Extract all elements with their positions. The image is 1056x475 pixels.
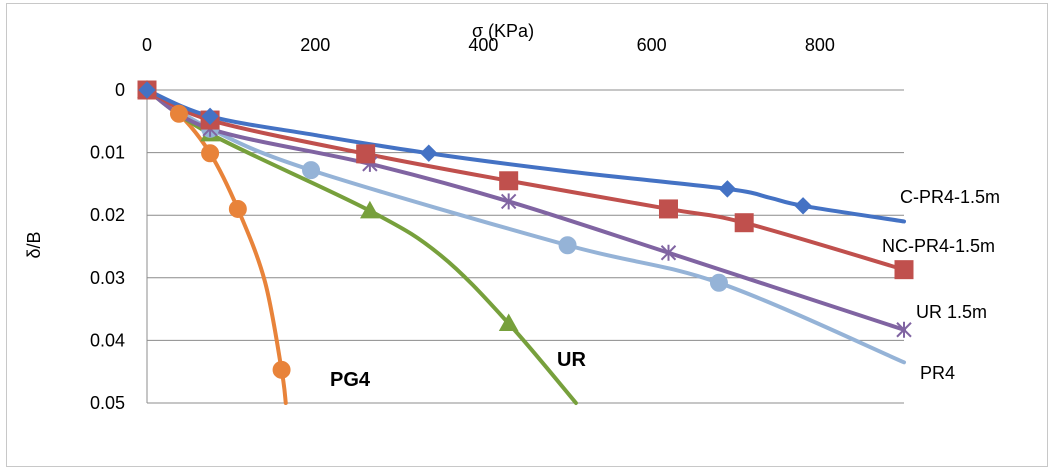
- y-tick-label: 0: [115, 80, 125, 100]
- data-point: [894, 260, 914, 280]
- data-point: [360, 200, 380, 219]
- axes: 0 0.01 0.02 0.03 0.04 0.05 0 200 400 600 800: [90, 35, 904, 413]
- data-point: [356, 144, 376, 164]
- data-point: [499, 171, 519, 191]
- data-point: [896, 321, 912, 338]
- series-label-ur: UR: [557, 349, 586, 371]
- data-point: [794, 197, 812, 215]
- series-label-c-pr4: C-PR4-1.5m: [900, 187, 1000, 207]
- y-tick-label: 0.05: [90, 393, 125, 413]
- series-lines: [145, 88, 906, 405]
- data-point: [709, 273, 728, 292]
- data-point: [660, 244, 677, 261]
- x-tick-label: 800: [805, 35, 835, 55]
- series-markers: [137, 79, 914, 379]
- data-point: [500, 193, 517, 210]
- data-point: [138, 81, 156, 99]
- data-point: [302, 161, 321, 180]
- data-point: [734, 213, 754, 233]
- data-point: [201, 107, 219, 125]
- series-label-nc-pr4: NC-PR4-1.5m: [882, 236, 995, 256]
- data-point: [420, 144, 438, 162]
- series-label-ur-1-5m: UR 1.5m: [916, 302, 987, 322]
- y-tick-label: 0.02: [90, 205, 125, 225]
- y-axis-title: δ/B: [24, 231, 44, 258]
- y-tick-label: 0.04: [90, 330, 125, 350]
- x-axis-title: σ (KPa): [472, 21, 534, 41]
- data-point: [658, 199, 678, 219]
- x-tick-label: 0: [142, 35, 152, 55]
- x-tick-label: 400: [468, 35, 498, 55]
- data-point: [498, 313, 519, 331]
- series-label-pr4: PR4: [920, 363, 955, 383]
- series-line-0: [145, 88, 906, 224]
- x-tick-label: 600: [637, 35, 667, 55]
- data-point: [272, 360, 291, 379]
- y-tick-label: 0.01: [90, 143, 125, 163]
- data-point: [201, 144, 220, 163]
- series-label-pg4: PG4: [330, 369, 371, 391]
- data-point: [228, 199, 247, 218]
- y-tick-label: 0.03: [90, 268, 125, 288]
- data-point: [169, 104, 188, 123]
- series-line-1: [145, 88, 906, 272]
- grid-lines: [147, 152, 904, 404]
- data-point: [718, 180, 737, 198]
- data-point: [558, 236, 577, 255]
- x-tick-label: 200: [300, 35, 330, 55]
